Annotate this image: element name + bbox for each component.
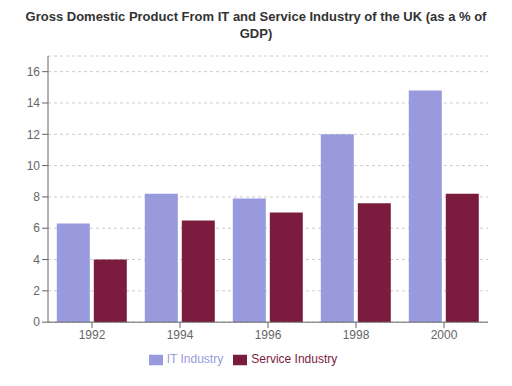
svg-text:2000: 2000 [431,328,458,342]
svg-text:6: 6 [33,221,40,235]
svg-text:1992: 1992 [79,328,106,342]
html-text:Service Industry: Service Industry [251,352,338,367]
svg-text:8: 8 [33,190,40,204]
svg-text:4: 4 [33,253,40,267]
svg-text:12: 12 [27,128,41,142]
svg-text:16: 16 [27,65,41,79]
svg-text:1996: 1996 [255,328,282,342]
html-text:Gross Domestic Product From IT: Gross Domestic Product From IT and Servi… [25,9,487,24]
svg-text:10: 10 [27,159,41,173]
svg-text:14: 14 [27,96,41,110]
html-text:IT Industry: IT Industry [166,352,224,367]
svg-text:2: 2 [33,284,40,298]
svg-text:1994: 1994 [167,328,194,342]
svg-text:1998: 1998 [343,328,370,342]
html-text:GDP): GDP) [239,26,273,41]
svg-text:0: 0 [33,315,40,329]
